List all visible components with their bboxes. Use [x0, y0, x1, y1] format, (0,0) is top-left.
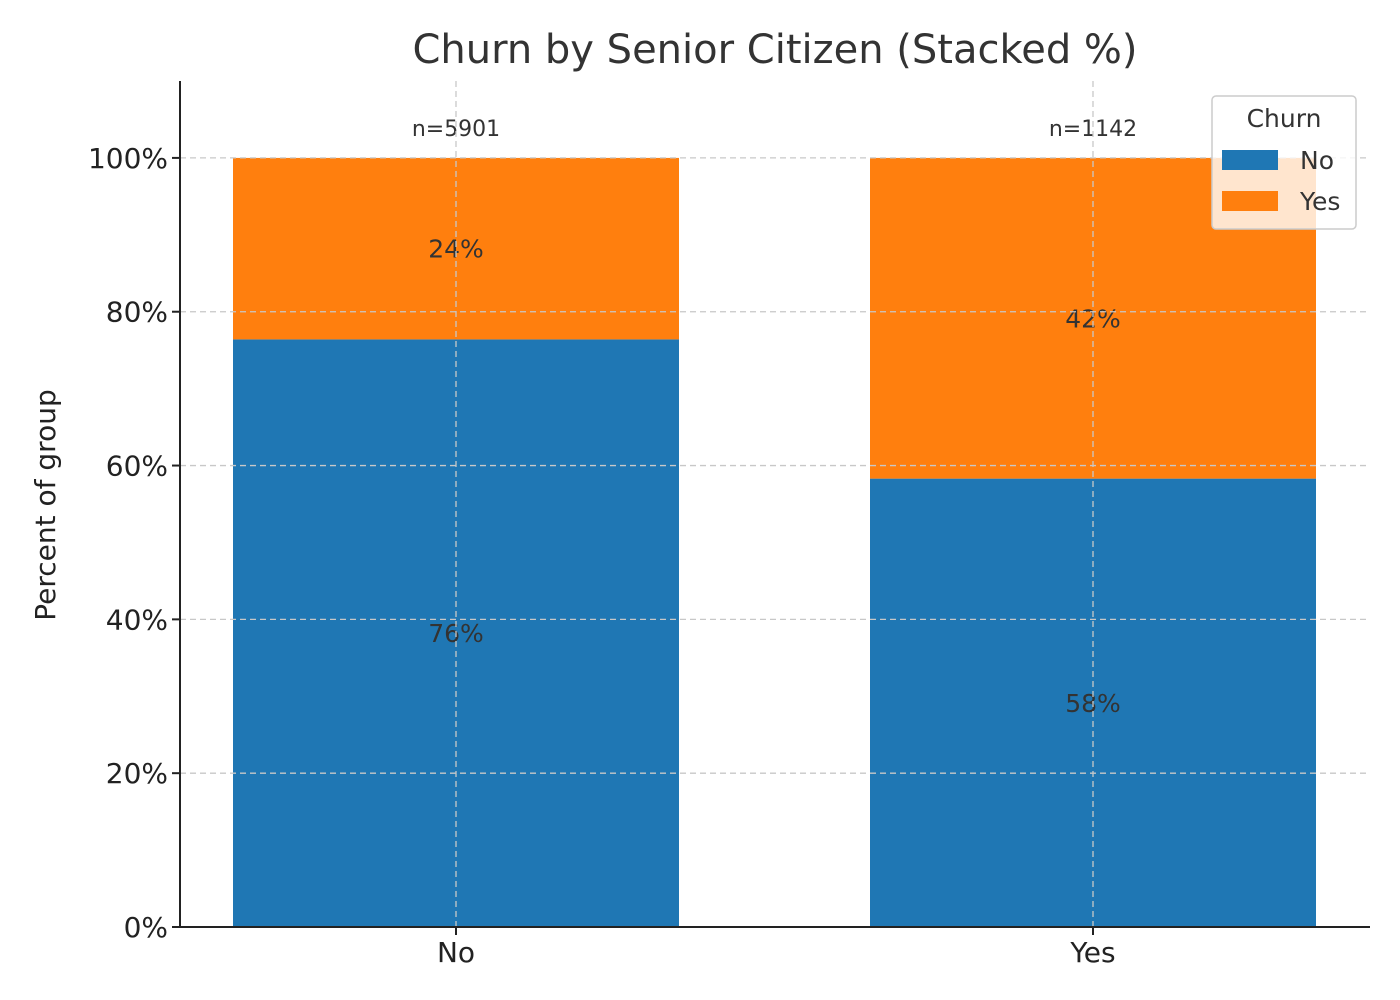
legend-swatch-no	[1222, 150, 1278, 170]
segment-label: 42%	[1065, 304, 1121, 333]
legend-label-yes: Yes	[1299, 187, 1340, 216]
y-tick-label: 80%	[106, 296, 168, 329]
legend-label-no: No	[1300, 146, 1334, 175]
x-tick-label: No	[437, 936, 475, 969]
axes: 0% 20% 40% 60% 80% 100% No Yes	[88, 81, 1370, 969]
chart-title: Churn by Senior Citizen (Stacked %)	[412, 27, 1137, 73]
y-axis-label: Percent of group	[29, 389, 62, 620]
y-tick-label: 0%	[124, 911, 168, 944]
segment-label: 24%	[428, 235, 484, 264]
y-tick-label: 40%	[106, 603, 168, 636]
legend-swatch-yes	[1222, 191, 1278, 211]
count-label: n=1142	[1049, 117, 1137, 142]
bars	[233, 157, 1316, 927]
legend: Churn No Yes	[1211, 95, 1357, 230]
x-tick-label: Yes	[1069, 936, 1115, 969]
y-tick-label: 60%	[106, 450, 168, 483]
y-tick-label: 20%	[106, 757, 168, 790]
count-label: n=5901	[412, 117, 500, 142]
legend-title: Churn	[1247, 104, 1322, 133]
bar-segment-yes	[233, 157, 679, 340]
y-tick-label: 100%	[88, 142, 168, 175]
